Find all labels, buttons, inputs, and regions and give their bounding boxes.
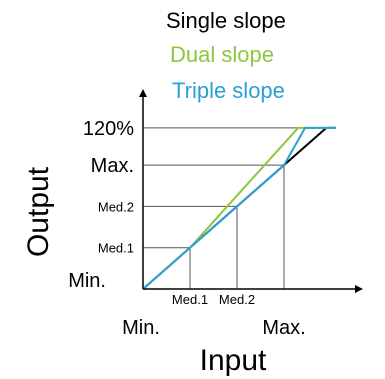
y-axis-arrow	[139, 89, 147, 97]
y-tick-label-0: Min.	[68, 270, 106, 292]
x-tick-label-1: Med.1	[172, 292, 208, 307]
x-tick-labels: Min. Med.1 Med.2 Max.	[122, 292, 306, 339]
y-axis-label: Output	[22, 166, 55, 257]
x-tick-label-3: Max.	[262, 317, 305, 339]
y-tick-label-3: Max.	[91, 155, 134, 177]
series-lines	[142, 126, 336, 290]
x-axis-label: Input	[200, 344, 267, 377]
legend-entry-triple-slope: Triple slope	[172, 78, 285, 103]
y-tick-label-4: 120%	[83, 118, 134, 140]
x-tick-label-2: Med.2	[219, 292, 255, 307]
axes	[139, 89, 363, 293]
series-line-triple-slope	[142, 126, 336, 290]
y-tick-label-1: Med.1	[98, 241, 134, 256]
legend: Single slope Dual slope Triple slope	[166, 8, 286, 103]
x-tick-label-0: Min.	[122, 317, 160, 339]
y-tick-labels: Min. Med.1 Med.2 Max. 120%	[68, 118, 134, 292]
x-axis-arrow	[355, 285, 363, 293]
y-tick-label-2: Med.2	[98, 199, 134, 214]
legend-entry-single-slope: Single slope	[166, 8, 286, 33]
legend-entry-dual-slope: Dual slope	[170, 42, 274, 67]
